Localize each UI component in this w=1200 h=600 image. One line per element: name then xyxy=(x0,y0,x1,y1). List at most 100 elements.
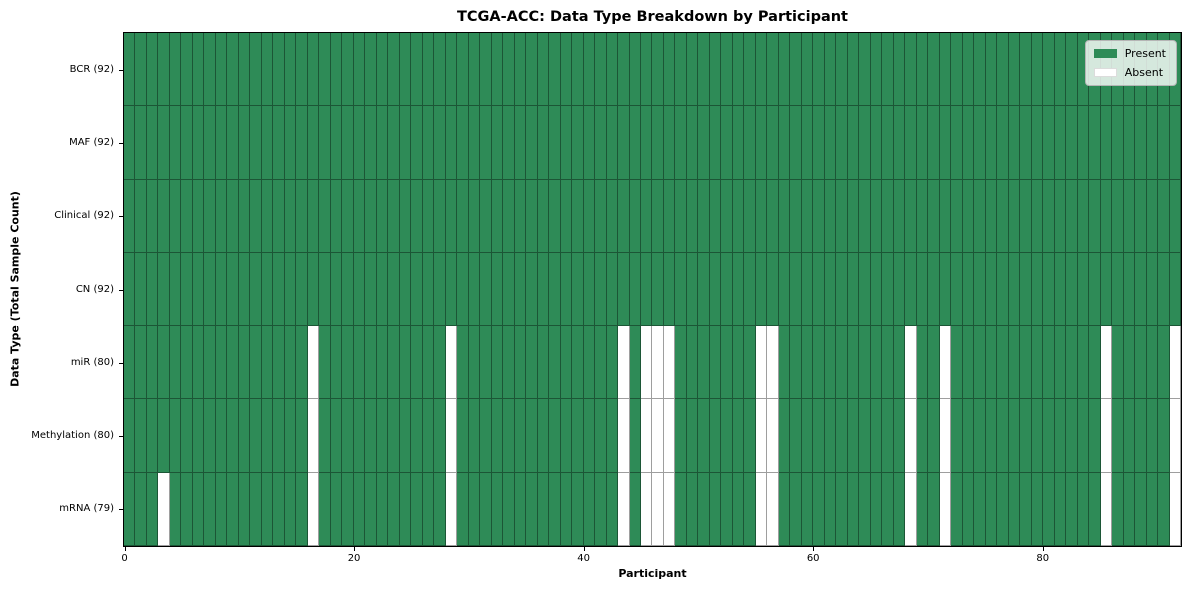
heatmap-cell xyxy=(434,179,446,253)
heatmap-cell xyxy=(399,106,412,180)
heatmap-cell xyxy=(686,33,699,107)
heatmap-cell xyxy=(663,33,676,107)
heatmap-cell xyxy=(457,399,469,473)
heatmap-cell xyxy=(388,472,400,546)
heatmap-cell xyxy=(227,179,239,253)
heatmap-cell xyxy=(905,106,917,180)
heatmap-cell xyxy=(411,252,423,327)
heatmap-cell xyxy=(778,106,791,180)
heatmap-cell xyxy=(158,179,170,253)
heatmap-cell xyxy=(859,326,871,400)
heatmap-cell xyxy=(227,472,239,546)
heatmap-cell xyxy=(721,106,733,180)
heatmap-cell xyxy=(261,399,274,473)
heatmap-cell xyxy=(663,252,676,327)
heatmap-cell xyxy=(641,179,653,253)
heatmap-cell xyxy=(1066,252,1078,327)
heatmap-cell xyxy=(641,326,653,400)
heatmap-cell xyxy=(962,106,975,180)
heatmap-cell xyxy=(790,326,802,400)
y-tick-label: CN (92) xyxy=(75,283,114,295)
heatmap-cell xyxy=(675,179,687,253)
heatmap-cell xyxy=(181,106,193,180)
heatmap-cell xyxy=(169,472,182,546)
heatmap-cell xyxy=(284,399,297,473)
heatmap-cell xyxy=(997,326,1009,400)
heatmap-cell xyxy=(457,33,469,107)
heatmap-cell xyxy=(698,399,710,473)
heatmap-cell xyxy=(445,252,458,327)
heatmap-cell xyxy=(330,399,343,473)
heatmap-cell xyxy=(491,326,504,400)
heatmap-cell xyxy=(801,33,814,107)
heatmap-cell xyxy=(790,179,802,253)
heatmap-cell xyxy=(951,326,963,400)
heatmap-cell xyxy=(227,252,239,327)
heatmap-cell xyxy=(537,33,550,107)
legend-label-present: Present xyxy=(1124,47,1166,60)
heatmap-cell xyxy=(767,399,779,473)
heatmap-cell xyxy=(399,179,412,253)
heatmap-cell xyxy=(1031,179,1044,253)
heatmap-cell xyxy=(1008,106,1021,180)
heatmap-cell xyxy=(663,106,676,180)
heatmap-cell xyxy=(974,179,986,253)
heatmap-cell xyxy=(652,399,664,473)
heatmap-cell xyxy=(893,326,906,400)
heatmap-cell xyxy=(1089,472,1101,546)
x-tick-label: 40 xyxy=(577,553,590,564)
y-tick-mark xyxy=(119,508,123,510)
heatmap-cell xyxy=(537,252,550,327)
heatmap-cell xyxy=(629,179,641,253)
heatmap-cell xyxy=(365,326,377,400)
heatmap-cell xyxy=(1146,252,1159,327)
heatmap-cell xyxy=(709,472,722,546)
heatmap-cell xyxy=(353,179,366,253)
heatmap-cell xyxy=(284,472,297,546)
heatmap-cell xyxy=(1077,179,1090,253)
heatmap-cell xyxy=(124,33,136,107)
heatmap-cell xyxy=(652,106,664,180)
heatmap-cell xyxy=(261,472,274,546)
heatmap-cell xyxy=(1169,106,1181,180)
heatmap-cell xyxy=(767,179,779,253)
heatmap-cell xyxy=(744,33,756,107)
heatmap-cell xyxy=(985,399,998,473)
heatmap-cell xyxy=(215,399,228,473)
heatmap-cell xyxy=(755,179,768,253)
heatmap-cell xyxy=(468,472,481,546)
heatmap-cell xyxy=(744,326,756,400)
heatmap-cell xyxy=(388,399,400,473)
heatmap-cell xyxy=(480,33,492,107)
heatmap-cell xyxy=(801,252,814,327)
heatmap-cell xyxy=(549,106,561,180)
heatmap-cell xyxy=(928,399,940,473)
heatmap-cell xyxy=(870,472,883,546)
heatmap-cell xyxy=(238,106,251,180)
x-axis-label: Participant xyxy=(618,567,687,580)
heatmap-cell xyxy=(778,252,791,327)
heatmap-cell xyxy=(572,252,584,327)
heatmap-cell xyxy=(1123,472,1136,546)
heatmap-cell xyxy=(698,472,710,546)
heatmap-cell xyxy=(468,399,481,473)
heatmap-cell xyxy=(250,252,262,327)
heatmap-cell xyxy=(537,106,550,180)
heatmap-cell xyxy=(824,179,837,253)
heatmap-cell xyxy=(296,33,308,107)
heatmap-cell xyxy=(434,326,446,400)
heatmap-cell xyxy=(572,179,584,253)
heatmap-cell xyxy=(273,472,285,546)
heatmap-cell xyxy=(537,399,550,473)
heatmap-cell xyxy=(1123,399,1136,473)
heatmap-cell xyxy=(629,252,641,327)
heatmap-cell xyxy=(583,399,596,473)
heatmap-cell xyxy=(572,472,584,546)
heatmap-cell xyxy=(514,399,527,473)
heatmap-cell xyxy=(847,326,860,400)
heatmap-cell xyxy=(1100,106,1113,180)
heatmap-cell xyxy=(1020,33,1032,107)
heatmap-cell xyxy=(1066,179,1078,253)
heatmap-cell xyxy=(560,399,573,473)
heatmap-cell xyxy=(273,252,285,327)
